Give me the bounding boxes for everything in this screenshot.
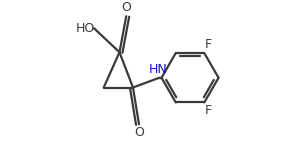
Text: HO: HO xyxy=(76,22,95,35)
Text: HN: HN xyxy=(149,63,168,76)
Text: O: O xyxy=(134,126,144,139)
Text: F: F xyxy=(205,104,212,117)
Text: F: F xyxy=(205,38,212,51)
Text: O: O xyxy=(121,1,131,14)
